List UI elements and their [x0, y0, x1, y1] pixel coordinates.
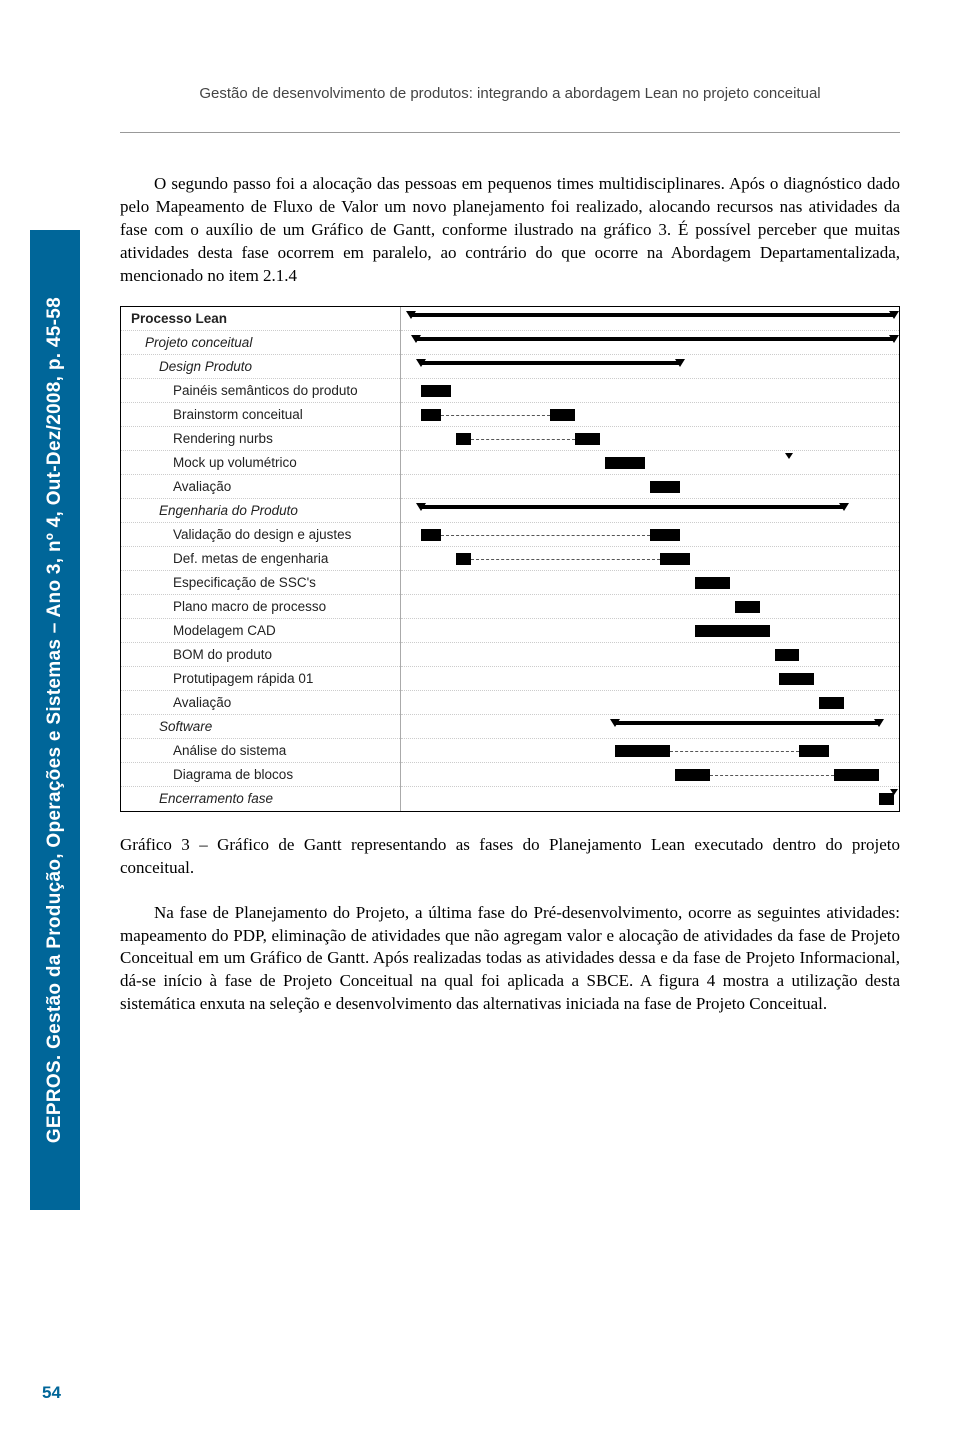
gantt-row-label: Modelagem CAD — [121, 619, 400, 643]
body-paragraph-2: Na fase de Planejamento do Projeto, a úl… — [120, 902, 900, 1017]
gantt-task-bar — [834, 769, 879, 781]
gantt-task-bar — [421, 409, 441, 421]
journal-sidebar-text: GEPROS. Gestão da Produção, Operações e … — [44, 297, 66, 1143]
gantt-task-bar — [695, 625, 770, 637]
gantt-chart-figure: Processo LeanProjeto conceitualDesign Pr… — [120, 306, 900, 812]
page-content: Gestão de desenvolvimento de produtos: i… — [120, 0, 900, 1016]
gantt-bar-row — [401, 355, 899, 379]
page-number: 54 — [42, 1383, 61, 1403]
gantt-row-label: Processo Lean — [121, 307, 400, 331]
gantt-bar-row — [401, 595, 899, 619]
gantt-task-bar — [819, 697, 844, 709]
gantt-row-label: Mock up volumétrico — [121, 451, 400, 475]
gantt-bar-row — [401, 739, 899, 763]
gantt-row-label: Avaliação — [121, 691, 400, 715]
gantt-bar-row — [401, 475, 899, 499]
gantt-task-bar — [421, 385, 451, 397]
gantt-task-bar — [660, 553, 690, 565]
gantt-arrow-icon — [785, 453, 793, 459]
gantt-bar-row — [401, 331, 899, 355]
gantt-row-label: Encerramento fase — [121, 787, 400, 811]
gantt-task-bar — [695, 577, 730, 589]
gantt-row-label: Rendering nurbs — [121, 427, 400, 451]
gantt-task-bar — [456, 433, 471, 445]
gantt-bar-row — [401, 379, 899, 403]
gantt-arrow-icon — [890, 789, 898, 795]
gantt-row-label: Software — [121, 715, 400, 739]
gantt-bar-row — [401, 547, 899, 571]
gantt-task-bar — [650, 481, 680, 493]
header-divider — [120, 132, 900, 133]
gantt-bar-row — [401, 571, 899, 595]
gantt-row-label: Projeto conceitual — [121, 331, 400, 355]
gantt-task-bar — [775, 649, 800, 661]
gantt-bar-row — [401, 523, 899, 547]
gantt-task-bar — [779, 673, 814, 685]
gantt-summary-bar — [411, 313, 894, 317]
gantt-row-label: Engenharia do Produto — [121, 499, 400, 523]
gantt-dependency-link — [441, 415, 551, 416]
body-paragraph-1: O segundo passo foi a alocação das pesso… — [120, 173, 900, 288]
gantt-bar-row — [401, 643, 899, 667]
gantt-summary-bar — [421, 505, 844, 509]
gantt-task-bar — [550, 409, 575, 421]
gantt-task-bar — [421, 529, 441, 541]
article-header-title: Gestão de desenvolvimento de produtos: i… — [120, 85, 900, 102]
gantt-row-label: BOM do produto — [121, 643, 400, 667]
gantt-row-label: Análise do sistema — [121, 739, 400, 763]
gantt-row-label: Protutipagem rápida 01 — [121, 667, 400, 691]
gantt-task-bar — [650, 529, 680, 541]
gantt-bar-row — [401, 427, 899, 451]
gantt-row-label: Painéis semânticos do produto — [121, 379, 400, 403]
gantt-task-bar — [615, 745, 670, 757]
gantt-row-label: Plano macro de processo — [121, 595, 400, 619]
gantt-dependency-link — [471, 439, 576, 440]
gantt-row-label: Validação do design e ajustes — [121, 523, 400, 547]
gantt-dependency-link — [670, 751, 799, 752]
gantt-dependency-link — [441, 535, 650, 536]
gantt-dependency-link — [471, 559, 660, 560]
gantt-summary-bar — [615, 721, 879, 725]
gantt-task-bar — [575, 433, 600, 445]
gantt-task-bar — [456, 553, 471, 565]
gantt-bar-row — [401, 667, 899, 691]
gantt-task-bar — [675, 769, 710, 781]
gantt-row-label: Brainstorm conceitual — [121, 403, 400, 427]
gantt-bar-row — [401, 763, 899, 787]
gantt-summary-bar — [421, 361, 680, 365]
gantt-bar-row — [401, 787, 899, 811]
journal-sidebar-band: GEPROS. Gestão da Produção, Operações e … — [30, 230, 80, 1210]
gantt-row-label: Diagrama de blocos — [121, 763, 400, 787]
gantt-task-bar — [799, 745, 829, 757]
gantt-task-bar — [605, 457, 645, 469]
gantt-label-column: Processo LeanProjeto conceitualDesign Pr… — [121, 307, 401, 811]
gantt-summary-bar — [416, 337, 894, 341]
gantt-dependency-link — [710, 775, 835, 776]
gantt-bar-row — [401, 715, 899, 739]
gantt-bar-row — [401, 403, 899, 427]
gantt-row-label: Def. metas de engenharia — [121, 547, 400, 571]
gantt-bar-row — [401, 499, 899, 523]
gantt-row-label: Avaliação — [121, 475, 400, 499]
gantt-bar-area — [401, 307, 899, 811]
gantt-bar-row — [401, 691, 899, 715]
gantt-row-label: Design Produto — [121, 355, 400, 379]
gantt-bar-row — [401, 451, 899, 475]
gantt-row-label: Especificação de SSC's — [121, 571, 400, 595]
gantt-bar-row — [401, 619, 899, 643]
gantt-bar-row — [401, 307, 899, 331]
gantt-task-bar — [735, 601, 760, 613]
figure-caption: Gráfico 3 – Gráfico de Gantt representan… — [120, 834, 900, 880]
